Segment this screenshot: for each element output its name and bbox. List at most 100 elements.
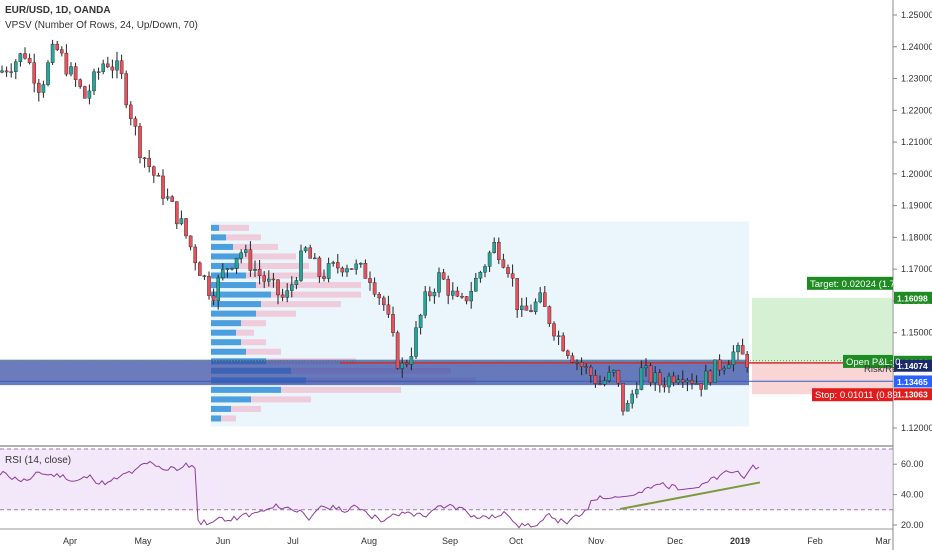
- candle-body: [474, 277, 478, 292]
- vp-bar-down: [246, 272, 326, 279]
- candle-body: [46, 62, 50, 85]
- target-label[interactable]: Target: 0.02024 (1.77: [810, 279, 900, 290]
- month-label: Dec: [667, 536, 684, 546]
- candle-body: [119, 60, 124, 74]
- price-tick-label: 1.24000: [901, 42, 932, 52]
- stop-price-badge: [894, 388, 932, 401]
- candle-body: [469, 291, 474, 302]
- candle-body: [18, 53, 23, 63]
- vp-bar-up: [211, 262, 239, 269]
- candle-body: [598, 383, 602, 385]
- candle-body: [722, 367, 726, 371]
- price-tick-label: 1.23000: [901, 74, 932, 84]
- candle-body: [50, 43, 55, 63]
- candle-body: [492, 241, 497, 253]
- candle-body: [524, 305, 529, 311]
- stop-price-badge-text: 1.13063: [897, 390, 928, 400]
- candle-body: [736, 345, 740, 353]
- candle-body: [41, 84, 46, 93]
- candle-body: [151, 166, 156, 176]
- vp-bar-up: [211, 243, 233, 250]
- vp-bar-down: [239, 262, 309, 269]
- candle-body: [372, 282, 377, 295]
- symbol-legend[interactable]: EUR/USD, 1D, OANDA: [5, 5, 111, 16]
- entry-price-badge-text: 1.13465: [897, 377, 928, 387]
- candle-body: [308, 247, 313, 259]
- candle-body: [253, 268, 257, 271]
- vp-bar-down: [241, 320, 266, 327]
- candle-body: [713, 359, 717, 383]
- candle-body: [276, 279, 280, 296]
- candle-body: [32, 62, 36, 84]
- candle-body: [653, 372, 657, 383]
- candle-body: [579, 362, 584, 367]
- candle-body: [207, 275, 211, 296]
- price-tick-label: 1.17000: [901, 264, 932, 274]
- month-label: Jun: [216, 536, 231, 546]
- vp-bar-up: [211, 234, 226, 241]
- candle-body: [326, 263, 331, 279]
- vp-bar-down: [236, 329, 254, 336]
- vp-bar-down: [221, 415, 236, 422]
- candle-body: [681, 379, 685, 383]
- vp-bar-up: [211, 405, 231, 412]
- candle-body: [23, 53, 27, 59]
- candle-body: [506, 267, 510, 274]
- candle-body: [64, 52, 69, 75]
- candle-body: [170, 196, 175, 202]
- candle-body: [699, 383, 703, 390]
- vp-bar-up: [211, 320, 241, 327]
- month-label: Mar: [875, 536, 891, 546]
- candle-body: [515, 278, 519, 311]
- candle-body: [745, 353, 749, 368]
- last-price-badge-text: 1.14074: [897, 361, 928, 371]
- candle-body: [290, 284, 294, 291]
- vp-bar-down: [256, 282, 361, 289]
- vp-bar-up: [211, 386, 281, 393]
- candle-body: [740, 345, 745, 355]
- pnl-label[interactable]: Open P&L: 0.: [846, 357, 903, 368]
- candle-body: [547, 306, 552, 324]
- candle-body: [184, 218, 188, 237]
- rsi-tick-label: 40.00: [901, 490, 924, 500]
- rsi-band: [0, 449, 893, 510]
- candle-body: [529, 310, 533, 312]
- candle-body: [487, 252, 492, 267]
- candle-body: [363, 263, 368, 279]
- candle-body: [625, 403, 630, 412]
- candle-body: [13, 61, 18, 72]
- rsi-legend[interactable]: RSI (14, close): [5, 455, 72, 466]
- candle-body: [37, 82, 41, 93]
- indicator-legend[interactable]: VPSV (Number Of Rows, 24, Up/Down, 70): [5, 20, 198, 31]
- candle-body: [239, 252, 244, 259]
- candle-body: [464, 296, 469, 302]
- candle-body: [69, 66, 73, 75]
- candle-body: [9, 71, 14, 73]
- candle-body: [161, 175, 165, 199]
- stop-label[interactable]: Stop: 0.01011 (0.89: [815, 390, 898, 401]
- vp-bar-down: [231, 405, 261, 412]
- candle-body: [202, 275, 207, 277]
- candle-body: [216, 277, 221, 302]
- candle-body: [138, 126, 142, 159]
- candle-body: [331, 262, 336, 264]
- candle-body: [55, 43, 59, 50]
- vp-bar-down: [246, 348, 281, 355]
- stop-label-bg: [812, 388, 893, 402]
- candle-body: [685, 380, 690, 383]
- vp-bar-down: [251, 396, 311, 403]
- target-price-badge-text: 1.16098: [897, 293, 928, 303]
- price-tick-label: 1.12000: [901, 423, 932, 433]
- vp-bar-up: [211, 396, 251, 403]
- candle-body: [377, 294, 382, 299]
- candle-body: [556, 335, 561, 337]
- candle-body: [694, 383, 699, 385]
- candle-body: [368, 278, 372, 283]
- risk-reward-label: Risk/Re: [864, 364, 897, 375]
- candle-body: [257, 268, 262, 276]
- candle-body: [299, 250, 303, 281]
- vp-bar-up: [211, 272, 246, 279]
- candle-body: [220, 269, 225, 279]
